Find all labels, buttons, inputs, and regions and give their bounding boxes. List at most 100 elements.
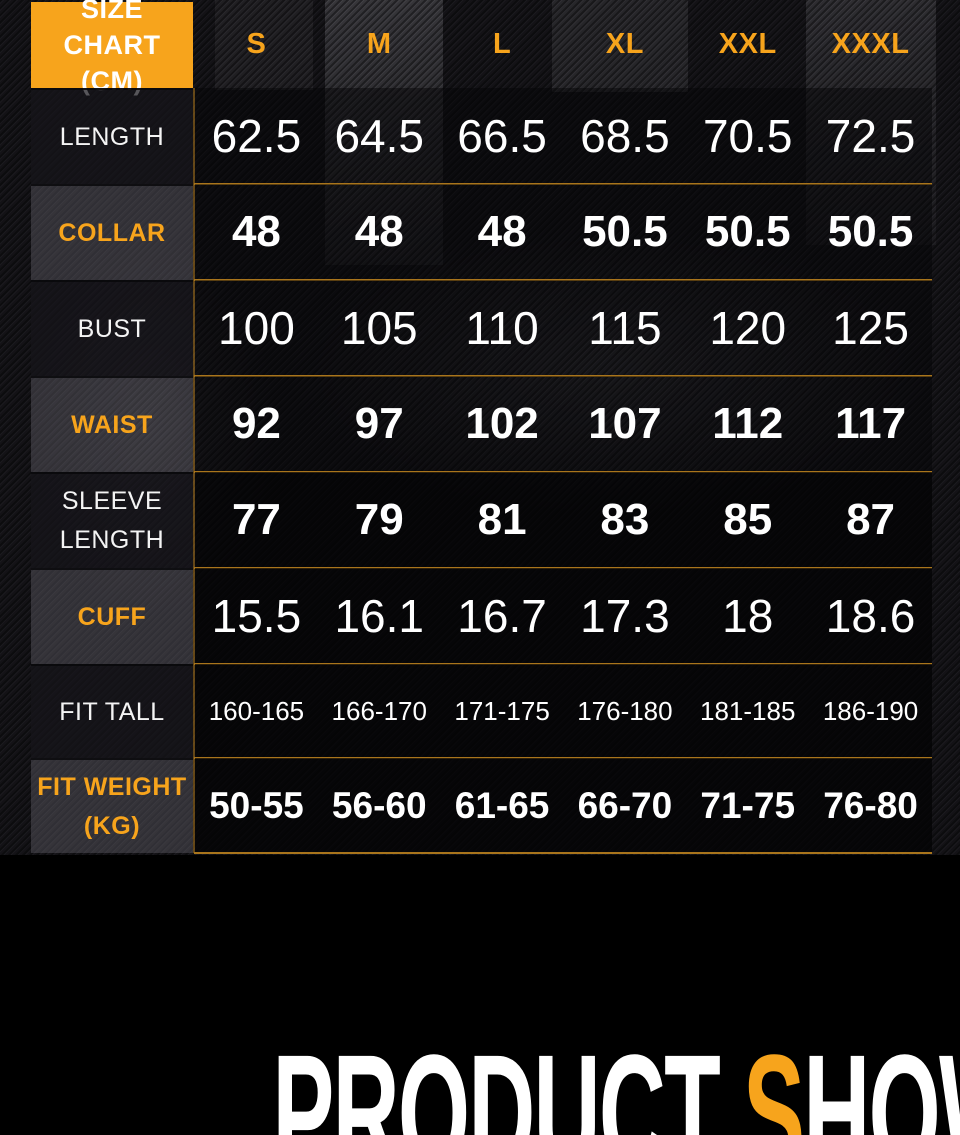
- product-show-banner: PRODUCT SHOW: [0, 1030, 960, 1135]
- product-show-accent-letter: S: [743, 1030, 805, 1135]
- value-cell: 181-185: [700, 695, 796, 726]
- size-chart-title-line1: SIZE CHART: [63, 0, 161, 60]
- value-cell: 102: [465, 399, 539, 448]
- value-cell: 107: [588, 399, 662, 448]
- value-cell: 15.5: [211, 590, 302, 642]
- value-cell: 61-65: [454, 784, 550, 826]
- product-show-title: PRODUCT SHOW: [272, 1030, 960, 1135]
- product-show-text-after: HOW: [803, 1030, 960, 1135]
- value-cell: 62.5: [211, 110, 302, 162]
- product-show-text-before: PRODUCT: [272, 1030, 744, 1135]
- column-header-xxxl: XXXL: [831, 27, 910, 60]
- value-cell: 68.5: [580, 110, 670, 162]
- row-label: WAIST: [31, 376, 193, 472]
- row-label-text: WAIST: [71, 410, 153, 439]
- table-row-fit-weight-kg: FIT WEIGHT (KG) 50-55 56-60 61-65 66-70 71-75…: [0, 758, 960, 853]
- table-row-bust: BUST 100 105 110 115 120 125: [0, 280, 960, 376]
- value-cell: 18.6: [825, 590, 916, 642]
- value-cell: 18: [722, 590, 774, 642]
- value-cell: 66-70: [577, 784, 673, 826]
- row-separator-line: [194, 375, 932, 377]
- value-cell: 48: [354, 207, 404, 256]
- column-header-xl: XL: [605, 27, 644, 60]
- value-cell: 16.7: [457, 590, 547, 642]
- value-cell: 100: [218, 302, 295, 354]
- row-values: 15.5 16.1 16.7 17.3 18 18.6: [195, 568, 932, 664]
- size-header-row: S M L XL XXL XXXL: [195, 0, 932, 88]
- row-label: LENGTH: [31, 88, 193, 184]
- table-row-cuff: CUFF 15.5 16.1 16.7 17.3 18 18.6: [0, 568, 960, 664]
- value-cell: 92: [231, 399, 281, 448]
- value-cell: 66.5: [457, 110, 547, 162]
- row-values: 50-55 56-60 61-65 66-70 71-75 76-80: [195, 758, 932, 853]
- value-cell: 97: [354, 399, 404, 448]
- value-cell: 16.1: [334, 590, 424, 642]
- table-row-waist: WAIST 92 97 102 107 112 117: [0, 376, 960, 472]
- row-separator-line: [194, 183, 932, 185]
- row-label-text: BUST: [77, 314, 147, 343]
- table-row-fit-tall: FIT TALL 160-165 166-170 171-175 176-180 181-…: [0, 664, 960, 758]
- value-cell: 17.3: [580, 590, 670, 642]
- value-cell: 50.5: [582, 207, 668, 256]
- value-cell: 48: [477, 207, 527, 256]
- value-cell: 50-55: [209, 784, 304, 826]
- value-cell: 64.5: [334, 110, 424, 162]
- value-cell: 112: [712, 399, 784, 448]
- value-cell: 83: [600, 495, 650, 544]
- table-row-length: LENGTH 62.5 64.5 66.5 68.5 70.5 72.5: [0, 88, 960, 184]
- value-cell: 81: [477, 495, 527, 544]
- column-header-m: M: [366, 27, 392, 60]
- value-cell: 125: [832, 302, 909, 354]
- row-label: BUST: [31, 280, 193, 376]
- row-label: COLLAR: [31, 184, 193, 280]
- table-row-sleeve-length: SLEEVE LENGTH 77 79 81 83 85 87: [0, 472, 960, 568]
- row-label-text: CUFF: [77, 602, 147, 631]
- row-separator-line: [194, 279, 932, 281]
- value-cell: 77: [231, 495, 281, 544]
- value-cell: 171-175: [454, 695, 550, 726]
- value-cell: 105: [340, 302, 418, 354]
- row-label: FIT TALL: [31, 664, 193, 758]
- row-label: FIT WEIGHT (KG): [31, 758, 193, 853]
- value-cell: 50.5: [827, 207, 914, 256]
- value-cell: 85: [723, 495, 773, 544]
- value-cell: 48: [231, 207, 281, 256]
- value-cell: 79: [354, 495, 404, 544]
- row-label-text: SLEEVE LENGTH: [59, 487, 165, 554]
- value-cell: 160-165: [208, 695, 305, 726]
- value-cell: 72.5: [825, 110, 916, 162]
- value-cell: 87: [846, 495, 896, 544]
- row-label: SLEEVE LENGTH: [31, 472, 193, 568]
- value-cell: 76-80: [823, 784, 918, 826]
- value-cell: 56-60: [331, 784, 427, 826]
- label-column-divider: [193, 88, 195, 853]
- value-cell: 117: [835, 399, 907, 448]
- row-values: 62.5 64.5 66.5 68.5 70.5 72.5: [195, 88, 932, 184]
- row-separator-line: [194, 852, 932, 854]
- size-chart-title-box: SIZE CHART (CM): [31, 0, 193, 96]
- value-cell: 70.5: [702, 110, 793, 162]
- value-cell: 166-170: [331, 695, 427, 726]
- row-label-text: LENGTH: [59, 122, 165, 151]
- row-values: 48 48 48 50.5 50.5 50.5: [195, 184, 932, 280]
- column-header-xxl: XXL: [718, 27, 777, 60]
- column-header-l: L: [492, 27, 512, 60]
- value-cell: 186-190: [822, 695, 919, 726]
- value-cell: 176-180: [577, 695, 673, 726]
- row-values: 100 105 110 115 120 125: [195, 280, 932, 376]
- row-label-text: FIT TALL: [59, 697, 165, 726]
- column-header-s: S: [246, 27, 267, 60]
- row-label-text: FIT WEIGHT (KG): [37, 772, 187, 840]
- value-cell: 50.5: [704, 207, 791, 256]
- value-cell: 71-75: [700, 784, 796, 826]
- row-values: 77 79 81 83 85 87: [195, 472, 932, 568]
- row-values: 92 97 102 107 112 117: [195, 376, 932, 472]
- value-cell: 110: [465, 302, 539, 354]
- row-label: CUFF: [31, 568, 193, 664]
- row-label-text: COLLAR: [58, 218, 166, 247]
- value-cell: 115: [588, 302, 662, 354]
- row-values: 160-165 166-170 171-175 176-180 181-185 186-1…: [195, 664, 932, 758]
- value-cell: 120: [709, 302, 787, 354]
- table-row-collar: COLLAR 48 48 48 50.5 50.5 50.5: [0, 184, 960, 280]
